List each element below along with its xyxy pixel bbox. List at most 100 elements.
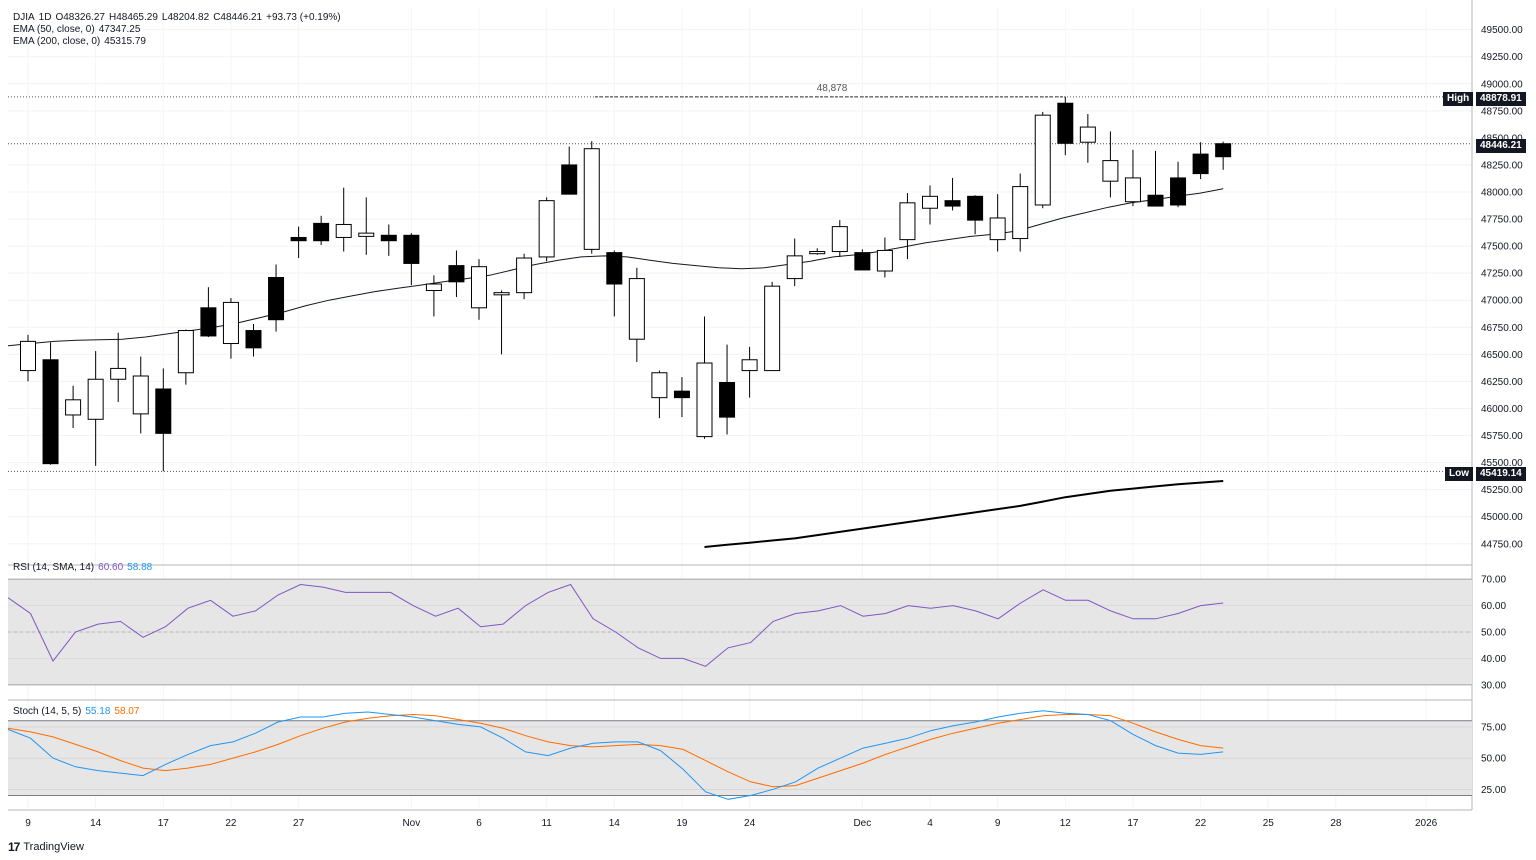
- candle-up: [87, 378, 104, 420]
- candle-down: [200, 307, 217, 337]
- open-value: O48326.27: [55, 12, 105, 23]
- time-axis-tick: 17: [1127, 818, 1139, 829]
- change-value: +93.73 (+0.19%): [266, 12, 341, 23]
- candle-up: [132, 375, 149, 415]
- candle-up: [335, 223, 352, 238]
- time-axis-tick: 9: [25, 818, 31, 829]
- candle-up: [899, 202, 916, 241]
- price-axis-tick: 45750.00: [1481, 431, 1523, 442]
- candle-down: [854, 252, 871, 271]
- ema200-value: 45315.79: [104, 36, 146, 47]
- rsi-axis-tick: 60.00: [1481, 601, 1506, 612]
- candle-down: [673, 390, 690, 399]
- candle-up: [809, 251, 826, 255]
- candle-up: [696, 362, 713, 438]
- candle-down: [1170, 177, 1187, 206]
- time-axis-tick: 14: [90, 818, 102, 829]
- candle-down: [1147, 194, 1164, 207]
- candle-up: [651, 372, 668, 399]
- high-price-tag: 48878.91: [1476, 92, 1526, 106]
- ohlc-legend: DJIA 1D O48326.27 H48465.29 L48204.82 C48446.…: [13, 12, 345, 24]
- price-axis-tick: 47750.00: [1481, 215, 1523, 226]
- time-axis-tick: 17: [158, 818, 170, 829]
- stoch-k-line: [7, 710, 1224, 800]
- price-axis-tick: 44750.00: [1481, 539, 1523, 550]
- candle-down: [1057, 102, 1074, 144]
- candle-down: [245, 330, 262, 349]
- rsi-line: [7, 583, 1224, 667]
- candle-up: [177, 330, 194, 374]
- candle-down: [606, 252, 623, 285]
- price-axis-tick: 45250.00: [1481, 485, 1523, 496]
- price-axis-tick: 48750.00: [1481, 106, 1523, 117]
- high-value: H48465.29: [108, 12, 158, 23]
- stoch-d-line: [7, 713, 1224, 788]
- candle-up: [471, 266, 487, 309]
- candle-up: [989, 217, 1006, 241]
- time-axis-tick: 25: [1263, 818, 1275, 829]
- price-axis-tick: 46250.00: [1481, 377, 1523, 388]
- tradingview-brand[interactable]: 17 TradingView: [8, 840, 84, 854]
- candle-down: [403, 234, 420, 264]
- candle-up: [628, 278, 645, 340]
- rsi-legend: RSI (14, SMA, 14) 60.60 58.88: [13, 562, 156, 574]
- symbol-label: DJIA: [13, 12, 35, 23]
- candle-down: [719, 381, 736, 418]
- candle-up: [741, 359, 758, 372]
- rsi-value-2: 58.88: [127, 562, 153, 573]
- time-axis-tick: 22: [1195, 818, 1207, 829]
- candle-up: [583, 148, 600, 250]
- time-axis-tick: 24: [744, 818, 756, 829]
- price-axis-tick: 48250.00: [1481, 160, 1523, 171]
- brand-name: TradingView: [23, 841, 84, 853]
- high-tag: High: [1443, 92, 1474, 106]
- candle-down: [561, 164, 578, 195]
- stoch-axis-tick: 75.00: [1481, 722, 1506, 733]
- low-price-tag: 45419.14: [1476, 467, 1526, 481]
- time-axis-tick: 4: [927, 818, 933, 829]
- candle-down: [313, 222, 330, 242]
- ema200-label: EMA (200, close, 0): [13, 36, 101, 47]
- price-axis-tick: 46000.00: [1481, 404, 1523, 415]
- chart-legend: DJIA 1D O48326.27 H48465.29 L48204.82 C48446.…: [13, 12, 345, 48]
- time-axis-tick: 11: [541, 818, 552, 829]
- candle-up: [1124, 177, 1141, 203]
- price-axis-tick: 45000.00: [1481, 512, 1523, 523]
- time-axis-tick: 2026: [1415, 818, 1438, 829]
- stoch-label: Stoch (14, 5, 5): [13, 706, 82, 717]
- price-axis-tick: 45500.00: [1481, 458, 1523, 469]
- candle-down: [1192, 153, 1209, 175]
- price-axis-tick: 48000.00: [1481, 188, 1523, 199]
- last-price-tag: 48446.21: [1476, 139, 1526, 153]
- ema50-legend: EMA (50, close, 0) 47347.25: [13, 24, 345, 36]
- candle-up: [876, 249, 893, 272]
- candle-down: [967, 195, 984, 221]
- price-axis-tick: 47500.00: [1481, 242, 1523, 253]
- candle-up: [538, 200, 555, 258]
- candle-down: [944, 200, 961, 207]
- ema50-label: EMA (50, close, 0): [13, 24, 95, 35]
- time-axis-tick: 27: [293, 818, 305, 829]
- candle-up: [20, 340, 36, 372]
- stoch-d-value: 58.07: [114, 706, 140, 717]
- candle-up: [1079, 126, 1096, 143]
- candle-up: [831, 226, 848, 253]
- candle-up: [110, 367, 127, 380]
- time-axis-tick: 28: [1330, 818, 1342, 829]
- candle-up: [764, 285, 781, 372]
- low-tag: Low: [1445, 467, 1473, 481]
- time-axis-tick: Dec: [853, 818, 871, 829]
- price-axis-tick: 48500.00: [1481, 133, 1523, 144]
- stoch-axis-tick: 25.00: [1481, 785, 1506, 796]
- candle-up: [65, 399, 82, 416]
- candle-up: [1102, 160, 1119, 182]
- rsi-axis-tick: 40.00: [1481, 654, 1506, 665]
- price-axis-tick: 49500.00: [1481, 25, 1523, 36]
- candle-down: [268, 277, 285, 321]
- time-axis-tick: Nov: [402, 818, 420, 829]
- candle-up: [922, 195, 938, 209]
- rsi-axis-tick: 30.00: [1481, 680, 1506, 691]
- rsi-value-1: 60.60: [98, 562, 124, 573]
- rsi-axis-tick: 50.00: [1481, 628, 1506, 639]
